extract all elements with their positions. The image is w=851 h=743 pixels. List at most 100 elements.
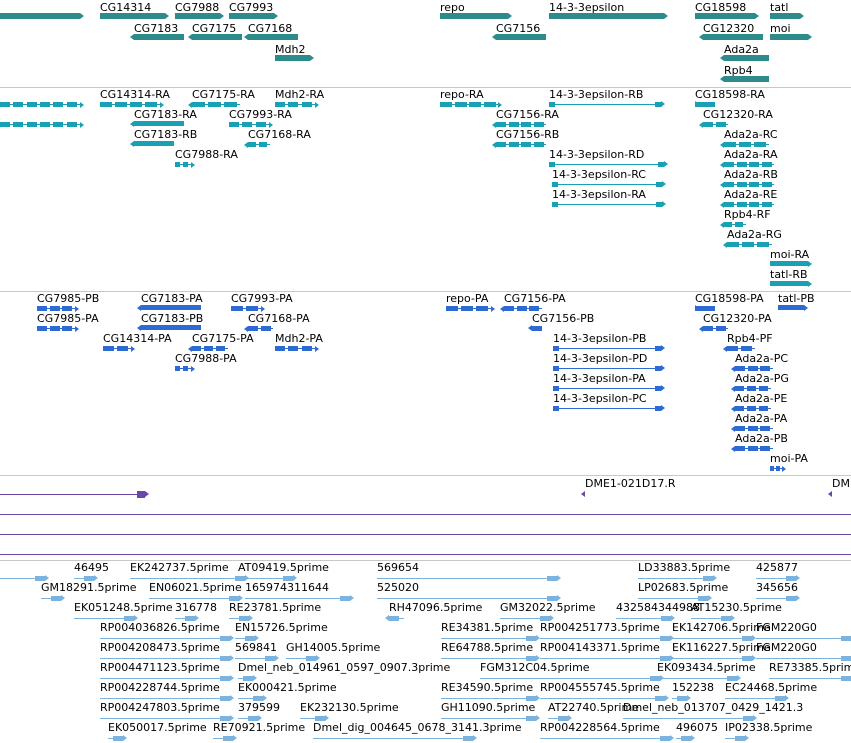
feature-label[interactable]: RP004208473.5prime	[100, 641, 220, 654]
feature-label[interactable]: LP02683.5prime	[638, 581, 729, 594]
feature-label[interactable]: CG12320-RA	[703, 108, 773, 121]
feature-label[interactable]: 525020	[377, 581, 419, 594]
feature-label[interactable]: 14-3-3epsilon-PB	[553, 332, 647, 345]
feature-label[interactable]: RE34590.5prime	[441, 681, 534, 694]
feature-label[interactable]: CG14314-PA	[103, 332, 172, 345]
feature-label[interactable]: 14-3-3epsilon-PD	[553, 352, 648, 365]
feature-label[interactable]: 14-3-3epsilon	[549, 1, 625, 14]
feature-label[interactable]: EK051248.5prime	[74, 601, 173, 614]
feature-label[interactable]: CG7988-PA	[175, 352, 237, 365]
feature-label[interactable]: RE34381.5prime	[441, 621, 534, 634]
feature-label[interactable]: CG7993-PA	[231, 292, 293, 305]
feature-label[interactable]: 14-3-3epsilon-PA	[553, 372, 646, 385]
feature-label[interactable]: DM	[832, 477, 850, 490]
feature-label[interactable]: Ada2a-PC	[735, 352, 789, 365]
feature-label[interactable]: Dmel_neb_014961_0597_0907.3prime	[238, 661, 451, 674]
feature-label[interactable]: EK242737.5prime	[130, 561, 229, 574]
feature-label[interactable]: CG7993-RA	[229, 108, 292, 121]
feature-label[interactable]: Rpb4	[724, 64, 753, 77]
feature-label[interactable]: RE64788.5prime	[441, 641, 534, 654]
feature-label[interactable]: GM18291.5prime	[41, 581, 137, 594]
feature-label[interactable]: GH14005.5prime	[286, 641, 381, 654]
feature-label[interactable]: CG7993	[229, 1, 274, 14]
feature-label[interactable]: Mdh2-PA	[275, 332, 323, 345]
feature-label[interactable]: Dmel_neb_013707_0429_1421.3	[623, 701, 804, 714]
feature-label[interactable]: CG7156-RA	[496, 108, 559, 121]
feature-label[interactable]: CG7175-PA	[192, 332, 254, 345]
feature-label[interactable]: RP004143371.5prime	[540, 641, 660, 654]
feature-label[interactable]: RP004471123.5prime	[100, 661, 220, 674]
feature-label[interactable]: CG12320	[703, 22, 755, 35]
feature-label[interactable]: CG7183-RB	[134, 128, 198, 141]
feature-label[interactable]: 345656	[756, 581, 798, 594]
feature-label[interactable]: Dmel_dig_004645_0678_3141.3prime	[313, 721, 522, 734]
feature-label[interactable]: Mdh2	[275, 43, 306, 56]
feature-label[interactable]: EK142706.5prime	[672, 621, 771, 634]
feature-label[interactable]: CG7168-RA	[248, 128, 311, 141]
feature-label[interactable]: 14-3-3epsilon-RA	[552, 188, 646, 201]
feature-label[interactable]: RP004251773.5prime	[540, 621, 660, 634]
feature-label[interactable]: Ada2a-RA	[724, 148, 778, 161]
feature-label[interactable]: CG18598-RA	[695, 88, 765, 101]
feature-label[interactable]: 165974311644	[245, 581, 329, 594]
feature-label[interactable]: Ada2a-PA	[735, 412, 788, 425]
feature-label[interactable]: 316778	[175, 601, 217, 614]
feature-label[interactable]: CG7175-RA	[192, 88, 255, 101]
feature-label[interactable]: CG7156-RB	[496, 128, 560, 141]
feature-label[interactable]: Rpb4-PF	[727, 332, 773, 345]
feature-label[interactable]: moi	[770, 22, 791, 35]
feature-label[interactable]: CG7985-PA	[37, 312, 99, 325]
feature-label[interactable]: RP004036826.5prime	[100, 621, 220, 634]
feature-label[interactable]: EK050017.5prime	[108, 721, 207, 734]
feature-label[interactable]: Ada2a-RG	[727, 228, 782, 241]
feature-label[interactable]: 569654	[377, 561, 419, 574]
feature-label[interactable]: 152238	[672, 681, 714, 694]
feature-label[interactable]: CG7156-PA	[504, 292, 566, 305]
feature-label[interactable]: Ada2a-RC	[724, 128, 778, 141]
feature-label[interactable]: 14-3-3epsilon-RD	[549, 148, 645, 161]
feature-label[interactable]: AT22740.5prime	[548, 701, 639, 714]
feature-label[interactable]: FGM312C04.5prime	[480, 661, 590, 674]
feature-label[interactable]: DME1-021D17.R	[585, 477, 676, 490]
feature-label[interactable]: moi-PA	[770, 452, 808, 465]
feature-label[interactable]: GH11090.5prime	[441, 701, 536, 714]
feature-label[interactable]: EN06021.5prime	[149, 581, 242, 594]
feature-label[interactable]: CG7168	[248, 22, 293, 35]
feature-label[interactable]: Ada2a-PG	[735, 372, 789, 385]
feature-label[interactable]: RE73385.5prime	[769, 661, 851, 674]
feature-label[interactable]: RE70921.5prime	[213, 721, 306, 734]
feature-label[interactable]: IP02338.5prime	[725, 721, 813, 734]
feature-label[interactable]: 14-3-3epsilon-RC	[552, 168, 646, 181]
feature-label[interactable]: RE23781.5prime	[229, 601, 322, 614]
feature-label[interactable]: repo-RA	[440, 88, 484, 101]
feature-label[interactable]: 46495	[74, 561, 109, 574]
feature-label[interactable]: RP004228744.5prime	[100, 681, 220, 694]
feature-label[interactable]: EN15726.5prime	[235, 621, 328, 634]
feature-label[interactable]: LD33883.5prime	[638, 561, 731, 574]
feature-label[interactable]: Ada2a-RB	[724, 168, 778, 181]
feature-label[interactable]: Rpb4-RF	[724, 208, 771, 221]
feature-label[interactable]: 379599	[238, 701, 280, 714]
feature-label[interactable]: CG7175	[192, 22, 237, 35]
feature-label[interactable]: CG14314-RA	[100, 88, 170, 101]
feature-label[interactable]: CG7156-PB	[532, 312, 595, 325]
feature-label[interactable]: FGM220G0	[756, 641, 817, 654]
feature-label[interactable]: repo	[440, 1, 465, 14]
feature-label[interactable]: FGM220G0	[756, 621, 817, 634]
feature-label[interactable]: tatl-PB	[778, 292, 815, 305]
feature-label[interactable]: CG18598-PA	[695, 292, 764, 305]
feature-label[interactable]: AT15230.5prime	[691, 601, 782, 614]
feature-label[interactable]: 569841	[235, 641, 277, 654]
feature-label[interactable]: CG7183	[134, 22, 179, 35]
feature-label[interactable]: CG7988	[175, 1, 220, 14]
feature-label[interactable]: moi-RA	[770, 248, 810, 261]
feature-label[interactable]: CG14314	[100, 1, 152, 14]
feature-label[interactable]: 14-3-3epsilon-PC	[553, 392, 647, 405]
feature-label[interactable]: EK093434.5prime	[657, 661, 756, 674]
feature-label[interactable]: EC24468.5prime	[725, 681, 818, 694]
feature-label[interactable]: GM32022.5prime	[500, 601, 596, 614]
feature-label[interactable]: AT09419.5prime	[238, 561, 329, 574]
feature-label[interactable]: CG7988-RA	[175, 148, 238, 161]
feature-label[interactable]: tatl	[770, 1, 789, 14]
feature-label[interactable]: RP004555745.5prime	[540, 681, 660, 694]
